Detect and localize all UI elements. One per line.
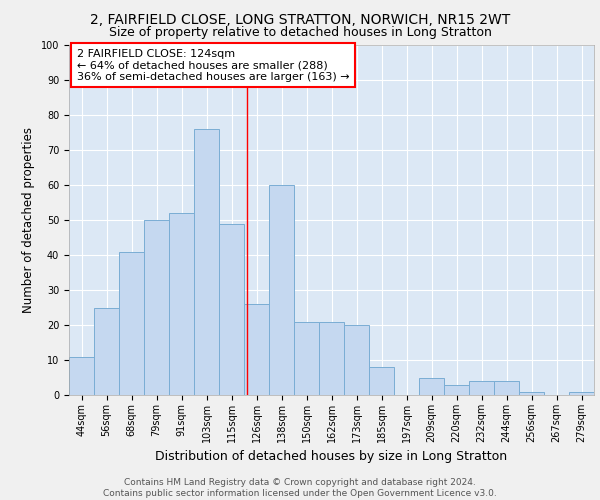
Bar bbox=[94, 308, 119, 395]
Bar bbox=[469, 381, 494, 395]
Bar bbox=[194, 129, 219, 395]
Bar bbox=[294, 322, 319, 395]
X-axis label: Distribution of detached houses by size in Long Stratton: Distribution of detached houses by size … bbox=[155, 450, 508, 464]
Bar bbox=[144, 220, 169, 395]
Bar bbox=[269, 185, 294, 395]
Bar bbox=[494, 381, 519, 395]
Bar bbox=[244, 304, 269, 395]
Bar bbox=[219, 224, 244, 395]
Bar bbox=[344, 325, 369, 395]
Bar bbox=[319, 322, 344, 395]
Bar bbox=[419, 378, 444, 395]
Bar bbox=[169, 213, 194, 395]
Text: 2 FAIRFIELD CLOSE: 124sqm
← 64% of detached houses are smaller (288)
36% of semi: 2 FAIRFIELD CLOSE: 124sqm ← 64% of detac… bbox=[77, 48, 349, 82]
Bar bbox=[569, 392, 594, 395]
Text: Size of property relative to detached houses in Long Stratton: Size of property relative to detached ho… bbox=[109, 26, 491, 39]
Bar bbox=[519, 392, 544, 395]
Bar bbox=[369, 367, 394, 395]
Bar bbox=[69, 356, 94, 395]
Bar bbox=[444, 384, 469, 395]
Bar bbox=[119, 252, 144, 395]
Text: Contains HM Land Registry data © Crown copyright and database right 2024.
Contai: Contains HM Land Registry data © Crown c… bbox=[103, 478, 497, 498]
Y-axis label: Number of detached properties: Number of detached properties bbox=[22, 127, 35, 313]
Text: 2, FAIRFIELD CLOSE, LONG STRATTON, NORWICH, NR15 2WT: 2, FAIRFIELD CLOSE, LONG STRATTON, NORWI… bbox=[90, 12, 510, 26]
